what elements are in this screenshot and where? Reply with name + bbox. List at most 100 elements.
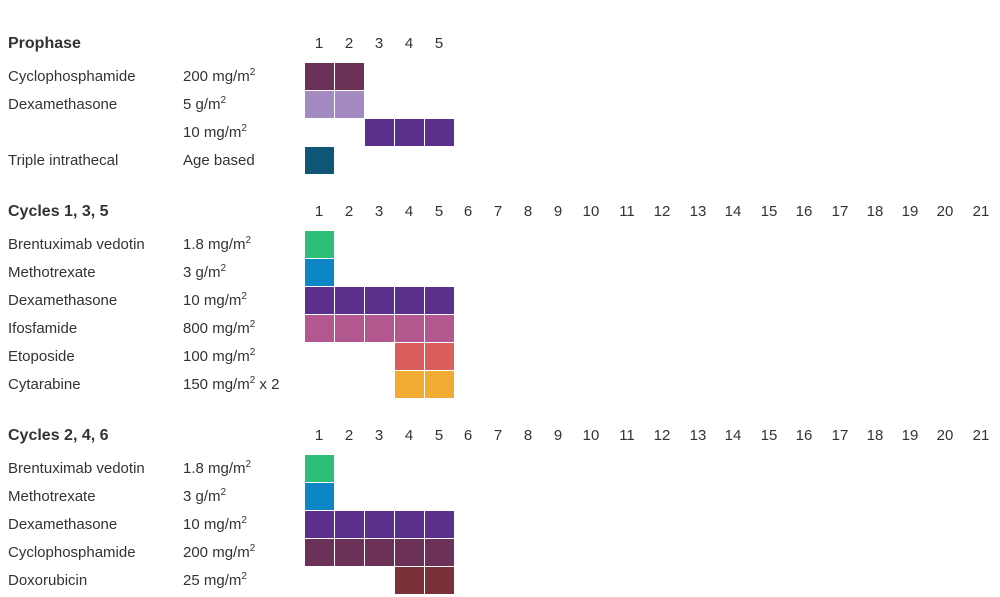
dose-day-cell bbox=[365, 119, 395, 147]
day-header-14: 14 bbox=[724, 427, 742, 444]
dose-day-cell bbox=[395, 315, 425, 343]
dose-unit-exponent: 2 bbox=[249, 375, 256, 386]
drug-dose: 3 g/m2 bbox=[183, 487, 226, 507]
day-header-8: 8 bbox=[523, 427, 533, 444]
day-header-9: 9 bbox=[553, 203, 563, 220]
day-header-3: 3 bbox=[374, 203, 384, 220]
drug-dose: 10 mg/m2 bbox=[183, 123, 247, 143]
dose-day-cell bbox=[335, 63, 365, 91]
dose-value: 10 mg/m bbox=[183, 516, 242, 533]
day-header-7: 7 bbox=[493, 203, 503, 220]
day-header-15: 15 bbox=[760, 203, 778, 220]
dose-value: 10 mg/m bbox=[183, 124, 242, 141]
day-header-10: 10 bbox=[582, 203, 600, 220]
drug-name: Dexamethasone bbox=[8, 96, 118, 113]
dose-value: 200 mg/m bbox=[183, 68, 250, 85]
dose-value: 25 mg/m bbox=[183, 572, 242, 589]
dose-day-cell bbox=[305, 455, 335, 483]
dose-value: 1.8 mg/m bbox=[183, 460, 246, 477]
dose-value: 3 g/m bbox=[183, 264, 221, 281]
dose-unit-exponent: 2 bbox=[249, 67, 256, 78]
drug-name: Cytarabine bbox=[8, 376, 81, 393]
drug-dose: 200 mg/m2 bbox=[183, 67, 255, 87]
day-header-11: 11 bbox=[619, 427, 635, 444]
dose-day-cell bbox=[425, 371, 455, 399]
dose-day-cell bbox=[335, 539, 365, 567]
dose-unit-exponent: 2 bbox=[241, 571, 247, 582]
dose-unit-exponent: 2 bbox=[241, 123, 247, 134]
drug-name: Doxorubicin bbox=[8, 572, 88, 589]
dose-day-cell bbox=[395, 511, 425, 539]
dose-value: 800 mg/m bbox=[183, 320, 250, 337]
dose-day-cell bbox=[395, 539, 425, 567]
day-header-13: 13 bbox=[689, 203, 707, 220]
dose-day-cell bbox=[365, 315, 395, 343]
day-header-2: 2 bbox=[344, 203, 354, 220]
day-header-4: 4 bbox=[404, 203, 414, 220]
day-header-2: 2 bbox=[344, 427, 354, 444]
dose-day-cell bbox=[305, 231, 335, 259]
dose-day-cell bbox=[425, 287, 455, 315]
day-header-6: 6 bbox=[463, 203, 473, 220]
dose-day-cell bbox=[305, 63, 335, 91]
drug-dose: 5 g/m2 bbox=[183, 95, 226, 115]
dose-unit-exponent: 2 bbox=[245, 235, 252, 246]
drug-name: Methotrexate bbox=[8, 488, 96, 505]
drug-dose: 3 g/m2 bbox=[183, 263, 226, 283]
drug-dose: 1.8 mg/m2 bbox=[183, 459, 251, 479]
dose-day-cell bbox=[305, 315, 335, 343]
dose-day-cell bbox=[425, 511, 455, 539]
drug-name: Dexamethasone bbox=[8, 292, 118, 309]
dose-day-cell bbox=[305, 511, 335, 539]
day-header-21: 21 bbox=[972, 427, 990, 444]
day-header-12: 12 bbox=[653, 203, 671, 220]
dose-day-cell bbox=[335, 315, 365, 343]
dose-value: 1.8 mg/m bbox=[183, 236, 246, 253]
day-header-1: 1 bbox=[314, 203, 324, 220]
dose-unit-exponent: 2 bbox=[249, 347, 256, 358]
dose-unit-exponent: 2 bbox=[245, 459, 252, 470]
drug-dose: 10 mg/m2 bbox=[183, 515, 247, 535]
dose-value: 150 mg/m bbox=[183, 376, 250, 393]
dose-day-cell bbox=[335, 287, 365, 315]
drug-name: Triple intrathecal bbox=[8, 152, 119, 169]
dose-day-cell bbox=[425, 119, 455, 147]
dose-unit-exponent: 2 bbox=[241, 291, 247, 302]
section-title: Cycles 2, 4, 6 bbox=[8, 427, 109, 444]
drug-name: Brentuximab vedotin bbox=[8, 236, 145, 253]
drug-dose: 800 mg/m2 bbox=[183, 319, 255, 339]
dose-day-cell bbox=[395, 287, 425, 315]
dose-day-cell bbox=[365, 287, 395, 315]
day-header-18: 18 bbox=[866, 427, 884, 444]
day-header-20: 20 bbox=[936, 427, 954, 444]
dose-day-cell bbox=[365, 539, 395, 567]
dose-day-cell bbox=[305, 483, 335, 511]
drug-name: Cyclophosphamide bbox=[8, 68, 136, 85]
dose-unit-exponent: 2 bbox=[220, 263, 227, 274]
dose-day-cell bbox=[425, 567, 455, 595]
day-header-9: 9 bbox=[553, 427, 563, 444]
dose-day-cell bbox=[395, 371, 425, 399]
day-header-19: 19 bbox=[901, 203, 919, 220]
day-header-20: 20 bbox=[936, 203, 954, 220]
dose-day-cell bbox=[425, 539, 455, 567]
dose-day-cell bbox=[305, 147, 335, 175]
dose-unit-exponent: 2 bbox=[241, 515, 247, 526]
day-header-18: 18 bbox=[866, 203, 884, 220]
drug-name: Dexamethasone bbox=[8, 516, 118, 533]
dose-unit-exponent: 2 bbox=[220, 487, 227, 498]
day-header-19: 19 bbox=[901, 427, 919, 444]
dose-day-cell bbox=[335, 91, 365, 119]
dose-value: 5 g/m bbox=[183, 96, 221, 113]
drug-name: Methotrexate bbox=[8, 264, 96, 281]
day-header-21: 21 bbox=[972, 203, 990, 220]
dose-unit-exponent: 2 bbox=[249, 543, 256, 554]
dose-frequency: x 2 bbox=[255, 376, 280, 393]
day-header-3: 3 bbox=[374, 427, 384, 444]
dose-day-cell bbox=[305, 539, 335, 567]
drug-name: Ifosfamide bbox=[8, 320, 78, 337]
day-header-12: 12 bbox=[653, 427, 671, 444]
day-header-4: 4 bbox=[404, 35, 414, 52]
day-header-7: 7 bbox=[493, 427, 503, 444]
day-header-1: 1 bbox=[314, 35, 324, 52]
